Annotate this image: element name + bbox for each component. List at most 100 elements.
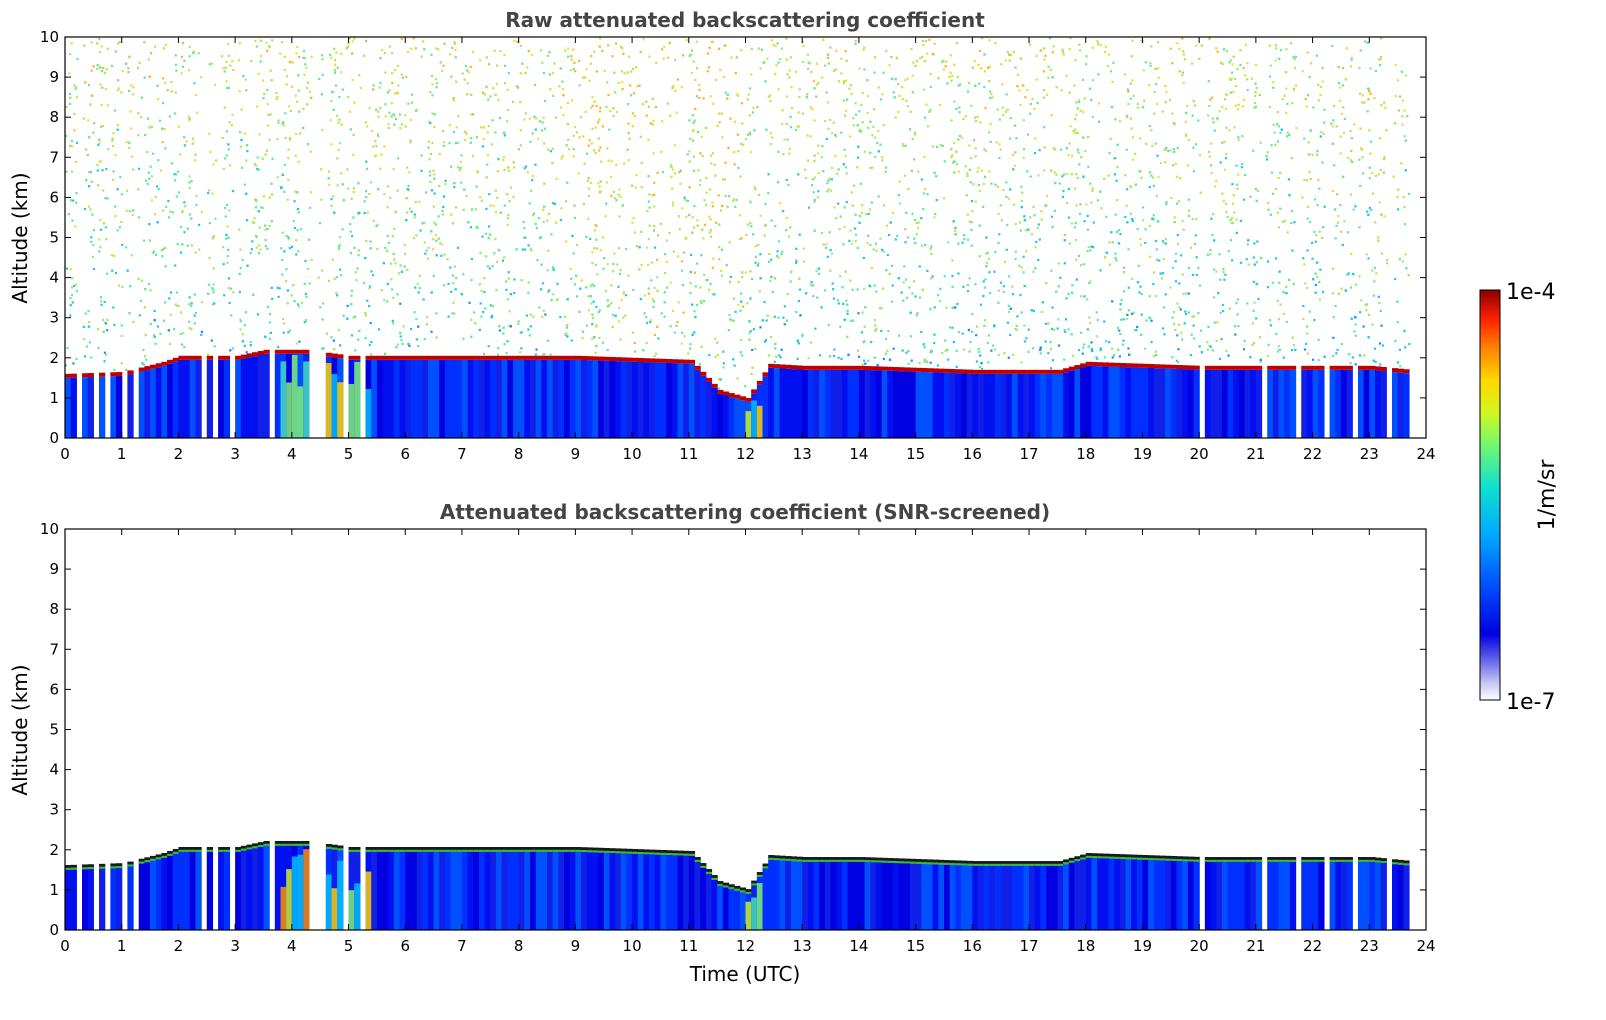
noise-cell — [1173, 322, 1176, 326]
noise-cell — [370, 270, 373, 273]
noise-cell — [1099, 43, 1102, 47]
noise-cell — [99, 125, 103, 129]
cloud-cell — [218, 355, 225, 360]
noise-cell — [1119, 232, 1122, 236]
noise-cell — [828, 177, 831, 180]
noise-cell — [1342, 106, 1345, 109]
noise-cell — [1396, 195, 1399, 199]
noise-cell — [585, 152, 588, 155]
noise-cell — [1277, 125, 1280, 128]
noise-cell — [647, 237, 650, 241]
noise-cell — [1156, 154, 1159, 157]
noise-cell — [653, 246, 657, 249]
noise-cell — [587, 144, 590, 147]
noise-cell — [677, 301, 680, 304]
noise-cell — [198, 248, 201, 251]
cloud-cell — [1255, 365, 1263, 370]
noise-cell — [656, 276, 659, 279]
backscatter-cell — [172, 361, 180, 438]
noise-cell — [488, 193, 491, 196]
noise-cell — [1272, 281, 1275, 284]
noise-cell — [351, 40, 354, 43]
noise-cell — [1276, 350, 1280, 353]
noise-cell — [696, 130, 700, 134]
noise-cell — [200, 76, 203, 79]
noise-cell — [651, 123, 654, 126]
noise-cell — [1144, 228, 1147, 231]
noise-cell — [1161, 272, 1164, 275]
noise-cell — [714, 355, 717, 358]
noise-cell — [65, 105, 68, 109]
noise-cell — [1231, 202, 1235, 205]
noise-cell — [264, 244, 268, 248]
noise-cell — [656, 171, 659, 174]
noise-cell — [1212, 121, 1215, 124]
noise-cell — [939, 300, 942, 303]
noise-cell — [99, 246, 102, 249]
noise-cell — [665, 239, 669, 242]
noise-cell — [1316, 149, 1319, 153]
noise-cell — [434, 234, 437, 237]
backscatter-cell — [768, 367, 775, 438]
noise-cell — [268, 224, 271, 227]
noise-cell — [211, 237, 215, 240]
noise-cell — [391, 81, 394, 85]
noise-cell — [187, 69, 191, 72]
noise-cell — [1232, 194, 1235, 197]
backscatter-cell — [598, 360, 605, 438]
noise-cell — [399, 302, 402, 305]
cloud-cell — [1233, 365, 1240, 370]
noise-cell — [1127, 286, 1130, 289]
noise-cell — [1304, 97, 1307, 101]
noise-cell — [594, 126, 597, 129]
noise-cell — [775, 64, 778, 67]
noise-cell — [717, 387, 721, 390]
noise-cell — [1308, 220, 1312, 224]
noise-cell — [379, 167, 382, 170]
noise-cell — [319, 168, 323, 171]
backscatter-cell — [1102, 366, 1110, 438]
noise-cell — [788, 76, 791, 79]
noise-cell — [1349, 193, 1352, 196]
noise-cell — [1097, 102, 1101, 105]
noise-cell — [774, 342, 777, 346]
noise-cell — [1042, 47, 1045, 50]
noise-cell — [863, 340, 866, 343]
noise-cell — [1241, 135, 1244, 138]
noise-cell — [1027, 328, 1030, 331]
noise-cell — [1237, 139, 1240, 142]
noise-cell — [966, 213, 969, 216]
noise-cell — [407, 102, 410, 105]
cloud-cell — [348, 355, 355, 360]
noise-cell — [750, 224, 753, 228]
noise-cell — [183, 201, 186, 204]
noise-cell — [137, 134, 140, 137]
noise-cell — [128, 141, 131, 144]
cloud-cell — [65, 373, 72, 378]
noise-cell — [1237, 136, 1240, 139]
noise-cell — [914, 295, 917, 298]
noise-cell — [615, 163, 618, 167]
noise-cell — [495, 288, 498, 292]
noise-cell — [1182, 50, 1185, 53]
noise-cell — [524, 71, 527, 75]
noise-cell — [757, 47, 761, 50]
noise-cell — [237, 59, 241, 62]
noise-cell — [591, 313, 594, 316]
noise-cell — [87, 170, 91, 174]
noise-cell — [397, 84, 400, 87]
noise-cell — [428, 120, 431, 124]
noise-cell — [1206, 114, 1210, 117]
noise-cell — [1075, 258, 1078, 261]
noise-cell — [817, 267, 820, 270]
noise-cell — [1323, 108, 1326, 111]
noise-cell — [1020, 361, 1023, 364]
noise-cell — [228, 209, 231, 212]
noise-cell — [294, 154, 297, 157]
noise-cell — [1285, 87, 1288, 90]
noise-cell — [976, 115, 979, 118]
noise-cell — [937, 77, 940, 80]
noise-cell — [98, 238, 101, 241]
noise-cell — [1027, 228, 1030, 231]
noise-cell — [826, 182, 829, 185]
